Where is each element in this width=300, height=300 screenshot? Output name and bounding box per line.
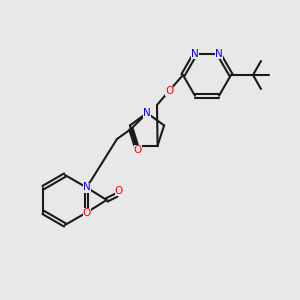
Text: N: N — [191, 49, 199, 59]
Text: N: N — [215, 49, 223, 59]
Text: O: O — [82, 208, 91, 218]
Text: N: N — [143, 108, 151, 118]
Text: O: O — [165, 86, 173, 96]
Text: O: O — [134, 145, 142, 155]
Text: O: O — [115, 186, 123, 196]
Text: N: N — [83, 182, 91, 193]
